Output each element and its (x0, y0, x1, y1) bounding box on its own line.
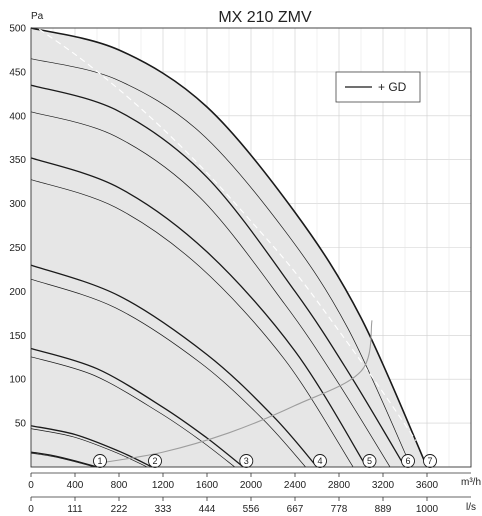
fan-curve-6-inner (30, 111, 391, 468)
x-tick-label-m3h: 2400 (284, 480, 307, 491)
marker-label-7: 7 (427, 456, 432, 466)
x-tick-label-m3h: 1600 (196, 480, 219, 491)
gd-curve (30, 23, 417, 442)
system-curve (96, 320, 373, 465)
x-tick-label-m3h: 1200 (152, 480, 175, 491)
performance-envelope-fill (31, 28, 427, 467)
x-tick-label-ls: 444 (199, 504, 216, 515)
y-tick-label: 450 (9, 67, 26, 78)
fan-curve-1 (30, 451, 98, 468)
x-tick-label-ls: 222 (111, 504, 128, 515)
y-tick-label: 500 (9, 24, 26, 35)
x-tick-label-ls: 667 (287, 504, 304, 515)
fan-curve-7-inner (30, 58, 412, 468)
y-tick-label: 350 (9, 155, 26, 166)
marker-circle-2 (148, 454, 162, 468)
curve-markers: 1 2 3 4 5 6 7 (93, 454, 437, 468)
marker-label-4: 4 (317, 456, 322, 466)
y-axis-ticks: 50 100 150 200 250 300 350 400 450 500 (9, 24, 26, 430)
y-tick-label: 250 (9, 243, 26, 254)
x-tick-label-ls: 778 (331, 504, 348, 515)
x-tick-label-ls: 0 (28, 504, 34, 515)
chart-title: MX 210 ZMV (218, 9, 312, 26)
fan-curve-5 (30, 157, 368, 468)
x-tick-label-ls: 556 (243, 504, 260, 515)
fan-curve-7 (30, 27, 428, 468)
legend: + GD (335, 71, 421, 103)
x-tick-label-m3h: 2000 (240, 480, 263, 491)
marker-circle-6 (401, 454, 415, 468)
x-axis-ticks-ls: 0 111 222 333 444 556 667 778 889 1000 (28, 496, 471, 515)
y-tick-label: 400 (9, 111, 26, 122)
marker-circle-4 (313, 454, 327, 468)
fan-curves (30, 27, 428, 468)
marker-circle-5 (362, 454, 377, 468)
fan-curve-2-inner (30, 428, 148, 468)
y-axis-label: Pa (31, 11, 44, 22)
x-tick-label-ls: 889 (375, 504, 392, 515)
marker-circle-1 (93, 454, 107, 468)
fan-curve-5-inner (30, 179, 354, 468)
fan-curve-6 (30, 84, 406, 468)
y-tick-label: 300 (9, 199, 26, 210)
y-tick-label: 100 (9, 375, 26, 386)
x-tick-label-m3h: 0 (28, 480, 34, 491)
x-axis-unit-m3h: m³/h (461, 477, 481, 488)
y-tick-label: 50 (15, 419, 27, 430)
x-axis-ticks-m3h: 0 400 800 1200 1600 2000 2400 2800 3200 3600 (28, 472, 471, 491)
plot-border (30, 27, 472, 468)
y-tick-label: 200 (9, 287, 26, 298)
marker-circle-3 (239, 454, 254, 468)
x-tick-label-m3h: 3200 (372, 480, 395, 491)
fan-curve-2 (30, 425, 153, 468)
fan-curve-3 (30, 347, 244, 468)
marker-label-5: 5 (367, 456, 372, 466)
x-tick-label-ls: 1000 (416, 504, 439, 515)
x-tick-label-m3h: 400 (67, 480, 84, 491)
x-tick-label-m3h: 3600 (416, 480, 439, 491)
x-tick-label-m3h: 2800 (328, 480, 351, 491)
marker-label-1: 1 (97, 456, 102, 466)
x-tick-label-ls: 111 (67, 504, 83, 515)
x-tick-label-ls: 333 (155, 504, 172, 515)
fan-curve-1-inner (30, 452, 95, 468)
marker-label-6: 6 (405, 456, 410, 466)
legend-entry: + GD (378, 80, 407, 94)
marker-circle-7 (423, 454, 437, 468)
x-tick-label-m3h: 800 (111, 480, 128, 491)
fan-curve-4 (30, 264, 318, 468)
fan-curve-3-inner (30, 356, 236, 468)
marker-label-2: 2 (152, 456, 157, 466)
x-axis-unit-ls: l/s (466, 502, 476, 513)
fan-curve-4-inner (30, 278, 306, 468)
y-tick-label: 150 (9, 331, 26, 342)
marker-label-3: 3 (244, 456, 249, 466)
